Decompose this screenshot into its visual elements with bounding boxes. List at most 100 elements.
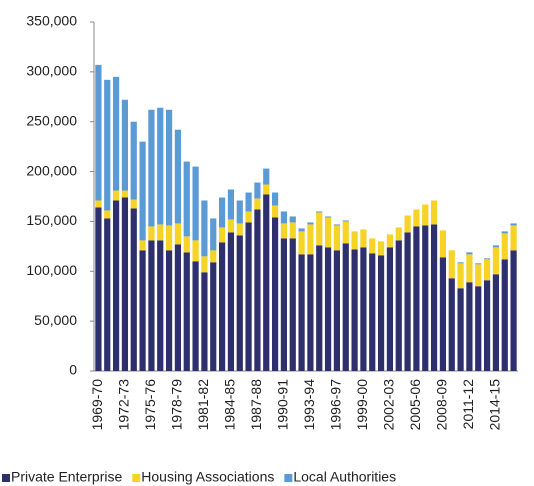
bar-segment bbox=[404, 232, 411, 371]
bar-segment bbox=[236, 223, 243, 236]
bar-segment bbox=[112, 200, 120, 371]
bar-segment bbox=[104, 79, 111, 211]
bar-segment bbox=[165, 109, 173, 226]
bar-segment bbox=[466, 254, 473, 283]
bar-segment bbox=[360, 247, 367, 371]
bar-segment bbox=[307, 254, 314, 371]
bar-segment bbox=[439, 257, 447, 371]
bar-segment bbox=[95, 200, 102, 208]
bar-segment bbox=[483, 280, 491, 371]
bar-segment bbox=[298, 254, 305, 371]
bar-segment bbox=[227, 189, 235, 220]
bar-segment bbox=[439, 230, 447, 258]
x-tick-label: 2008-09 bbox=[434, 379, 450, 431]
bar-segment bbox=[236, 235, 243, 371]
x-tick-label: 2002-03 bbox=[381, 379, 397, 431]
y-tick-label: 250,000 bbox=[26, 112, 77, 128]
legend-label: Private Enterprise bbox=[11, 469, 122, 485]
bar-segment bbox=[183, 236, 190, 253]
bar-segment bbox=[280, 211, 288, 224]
bar-segment bbox=[280, 223, 288, 239]
bar-segment bbox=[130, 208, 137, 371]
bar-segment bbox=[448, 278, 455, 371]
bar-segment bbox=[130, 121, 137, 200]
y-tick-label: 0 bbox=[69, 362, 77, 378]
bar-segment bbox=[192, 166, 199, 241]
bar-segment bbox=[510, 250, 517, 371]
bar-segment bbox=[210, 262, 217, 371]
y-tick-label: 150,000 bbox=[26, 212, 77, 228]
bar-segment bbox=[333, 224, 341, 226]
x-tick-label: 1972-73 bbox=[116, 379, 132, 431]
bar-segment bbox=[316, 212, 323, 246]
bar-segment bbox=[298, 231, 305, 255]
x-tick-label: 1993-94 bbox=[301, 379, 317, 431]
bar-segment bbox=[218, 197, 226, 228]
bar-segment bbox=[254, 182, 261, 199]
bar-segment bbox=[174, 244, 182, 371]
legend-swatch bbox=[132, 474, 141, 482]
bar-segment bbox=[254, 209, 261, 371]
legend-swatch bbox=[2, 474, 10, 482]
bar-segment bbox=[457, 262, 464, 264]
bar-segment bbox=[245, 222, 252, 371]
bar-segment bbox=[227, 219, 235, 233]
y-tick-label: 200,000 bbox=[26, 162, 77, 178]
bar-segment bbox=[130, 199, 137, 209]
bar-segment bbox=[263, 168, 270, 185]
x-tick-label: 2014-15 bbox=[487, 379, 503, 431]
bar-segment bbox=[324, 216, 332, 218]
bar-segment bbox=[316, 245, 323, 371]
bar-segment bbox=[324, 217, 332, 248]
bar-segment bbox=[210, 218, 217, 251]
bar-segment bbox=[413, 226, 420, 371]
bar-segment bbox=[377, 241, 385, 256]
bar-segment bbox=[333, 225, 341, 251]
bar-segment bbox=[342, 243, 349, 371]
x-tick-label: 1996-97 bbox=[328, 379, 344, 431]
bar-segment bbox=[254, 198, 261, 210]
bar-segment bbox=[475, 286, 482, 371]
bar-segment bbox=[422, 225, 429, 371]
x-tick-label: 2005-06 bbox=[407, 379, 423, 431]
bar-segment bbox=[95, 207, 102, 371]
bar-segment bbox=[157, 224, 164, 241]
bar-segment bbox=[183, 252, 190, 371]
bar-segment bbox=[112, 190, 120, 201]
bar-segment bbox=[457, 288, 464, 371]
bar-segment bbox=[351, 231, 358, 250]
bar-segment bbox=[210, 250, 217, 263]
bar-segment bbox=[466, 252, 473, 255]
y-tick-label: 50,000 bbox=[34, 312, 77, 328]
bar-segment bbox=[377, 255, 385, 371]
bar-segment bbox=[271, 192, 279, 206]
bar-segment bbox=[112, 76, 120, 191]
x-tick-label: 1969-70 bbox=[89, 379, 105, 431]
bar-segment bbox=[289, 222, 296, 239]
bar-segment bbox=[316, 211, 323, 213]
bar-segment bbox=[236, 200, 243, 224]
bar-segment bbox=[510, 223, 517, 226]
bar-segment bbox=[104, 218, 111, 371]
y-tick-label: 350,000 bbox=[26, 13, 77, 29]
x-tick-label: 1999-00 bbox=[354, 379, 370, 431]
bar-segment bbox=[501, 231, 508, 234]
bar-segment bbox=[492, 247, 500, 275]
bar-segment bbox=[501, 259, 508, 371]
bar-segment bbox=[483, 258, 491, 260]
x-tick-label: 1987-88 bbox=[248, 379, 264, 431]
x-tick-label: 1978-79 bbox=[169, 379, 185, 431]
bar-segment bbox=[369, 238, 376, 254]
bar-segment bbox=[192, 240, 199, 262]
bar-segment bbox=[104, 210, 111, 219]
bar-segment bbox=[510, 225, 517, 251]
bar-segment bbox=[139, 250, 146, 371]
bar-segment bbox=[201, 200, 208, 257]
bar-segment bbox=[289, 216, 296, 223]
bar-segment bbox=[298, 228, 305, 232]
bar-segment bbox=[165, 250, 173, 371]
bar-segment bbox=[289, 238, 296, 371]
bar-segment bbox=[307, 222, 314, 225]
bar-segment bbox=[422, 204, 429, 226]
